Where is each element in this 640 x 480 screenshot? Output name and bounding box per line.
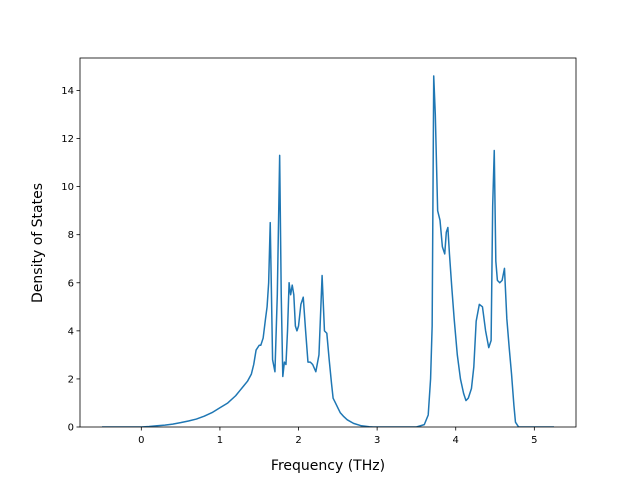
y-tick-label: 6 [68, 278, 74, 289]
y-tick-label: 4 [68, 326, 74, 337]
x-tick-label: 2 [295, 435, 301, 446]
y-tick-label: 12 [61, 134, 74, 145]
y-axis-label: Density of States [30, 183, 46, 303]
axes-frame [79, 57, 577, 428]
x-tick-label: 4 [453, 435, 459, 446]
y-tick-label: 14 [61, 86, 74, 97]
plot-area [79, 57, 577, 428]
x-axis-label: Frequency (THz) [271, 458, 385, 474]
x-tick-label: 1 [217, 435, 223, 446]
y-tick-label: 2 [68, 374, 74, 385]
x-tick-label: 5 [531, 435, 537, 446]
x-tick-label: 0 [138, 435, 144, 446]
series-line-0 [102, 75, 554, 427]
x-tick-label: 3 [374, 435, 380, 446]
y-tick-label: 0 [68, 423, 74, 434]
y-tick-label: 8 [68, 230, 74, 241]
y-tick-label: 10 [61, 182, 74, 193]
